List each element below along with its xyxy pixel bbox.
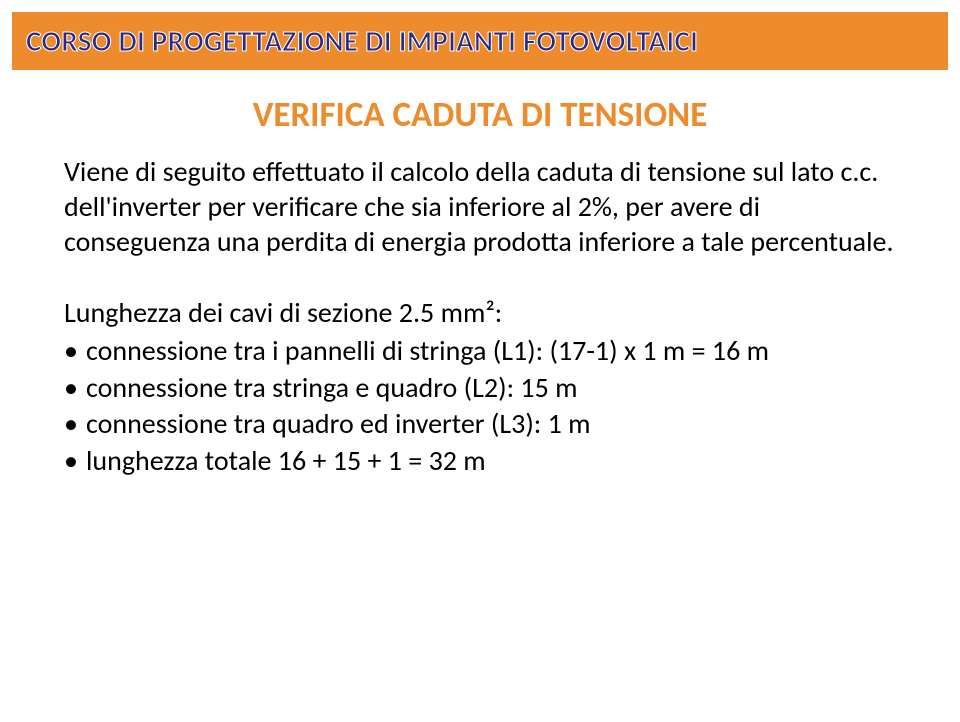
list-item: lunghezza totale 16 + 15 + 1 = 32 m xyxy=(64,443,896,479)
slide-content: VERIFICA CADUTA DI TENSIONE Viene di seg… xyxy=(64,94,896,479)
intro-paragraph: Viene di seguito effettuato il calcolo d… xyxy=(64,154,896,259)
course-title: CORSO DI PROGETTAZIONE DI IMPIANTI FOTOV… xyxy=(26,23,698,59)
list-item: connessione tra i pannelli di stringa (L… xyxy=(64,333,896,369)
section-title: VERIFICA CADUTA DI TENSIONE xyxy=(64,94,896,136)
list-item: connessione tra stringa e quadro (L2): 1… xyxy=(64,370,896,406)
list-item: connessione tra quadro ed inverter (L3):… xyxy=(64,406,896,442)
course-header-bar: CORSO DI PROGETTAZIONE DI IMPIANTI FOTOV… xyxy=(12,12,948,70)
bullet-list: connessione tra i pannelli di stringa (L… xyxy=(64,333,896,479)
slide: CORSO DI PROGETTAZIONE DI IMPIANTI FOTOV… xyxy=(0,0,960,722)
list-heading: Lunghezza dei cavi di sezione 2.5 mm²: xyxy=(64,295,896,331)
